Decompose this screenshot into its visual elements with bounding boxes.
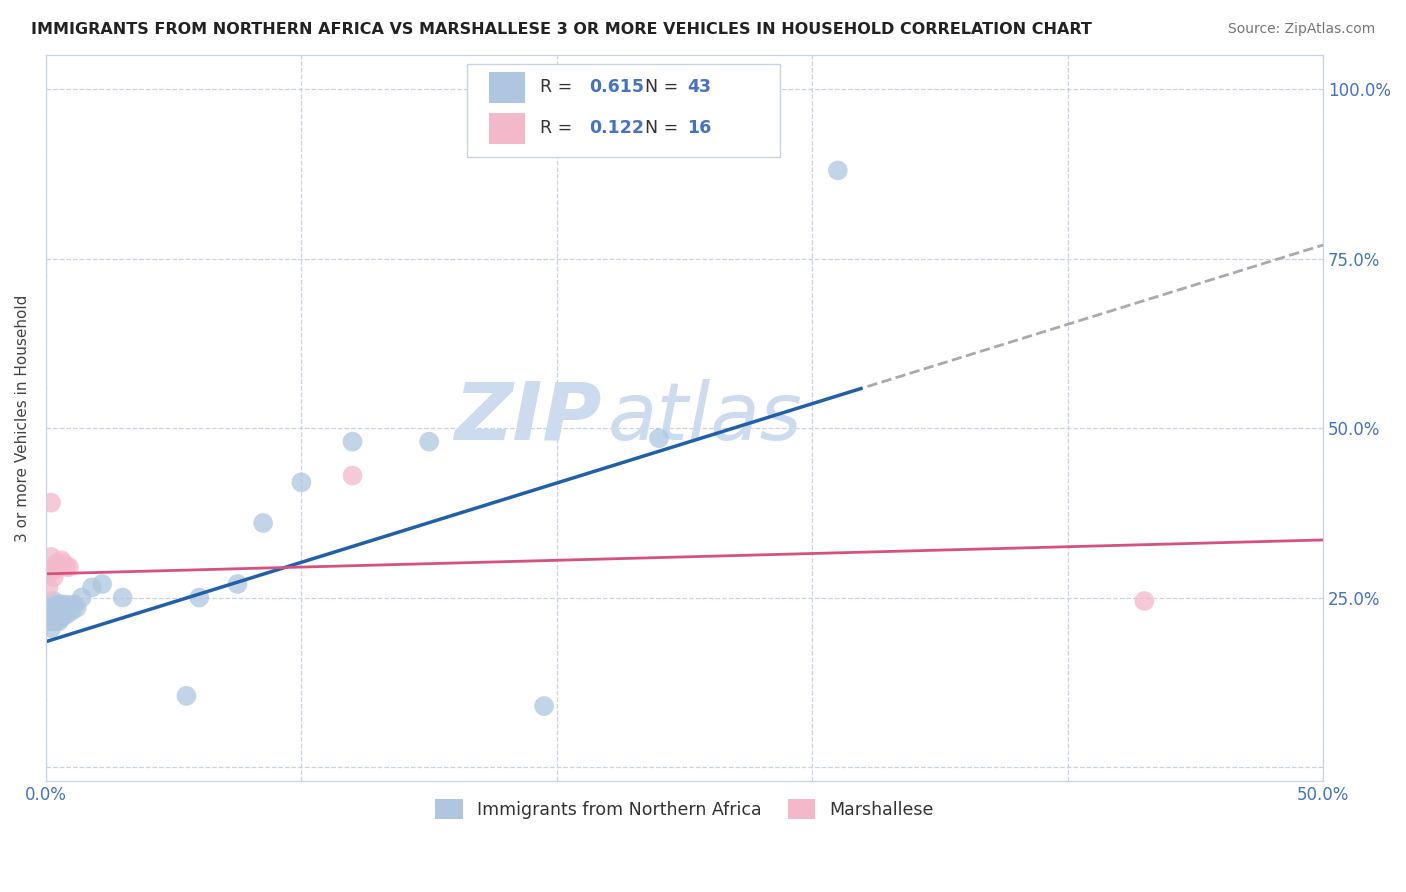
Point <box>58 560 80 574</box>
Point <box>45 557 67 571</box>
Point <box>39 496 62 510</box>
Point <box>290 475 312 490</box>
Point <box>342 468 364 483</box>
Point <box>252 516 274 530</box>
Point <box>42 564 65 578</box>
Point <box>38 566 60 581</box>
Text: 43: 43 <box>688 78 711 96</box>
Point <box>648 431 671 445</box>
Point <box>45 604 67 618</box>
Text: N =: N = <box>645 78 683 96</box>
Point <box>42 600 65 615</box>
Point <box>52 607 75 622</box>
Point <box>38 615 60 629</box>
Point <box>48 607 70 622</box>
Point <box>45 560 67 574</box>
Point <box>39 615 62 629</box>
Text: Source: ZipAtlas.com: Source: ZipAtlas.com <box>1227 22 1375 37</box>
Point <box>51 604 73 618</box>
Point <box>52 600 75 615</box>
Point <box>418 434 440 449</box>
Point <box>39 604 62 618</box>
Y-axis label: 3 or more Vehicles in Household: 3 or more Vehicles in Household <box>15 294 30 541</box>
FancyBboxPatch shape <box>467 64 780 157</box>
Point <box>38 607 60 622</box>
Point <box>48 615 70 629</box>
Point <box>533 699 555 714</box>
Point <box>51 598 73 612</box>
Point <box>42 570 65 584</box>
Text: N =: N = <box>645 120 683 137</box>
Point <box>1133 594 1156 608</box>
Text: atlas: atlas <box>607 379 803 457</box>
Text: R =: R = <box>540 120 578 137</box>
Point <box>51 553 73 567</box>
Point <box>45 615 67 629</box>
Point <box>176 689 198 703</box>
Point <box>55 560 77 574</box>
Point <box>38 600 60 615</box>
FancyBboxPatch shape <box>489 113 524 144</box>
Point <box>48 600 70 615</box>
Point <box>55 607 77 622</box>
Point <box>39 611 62 625</box>
Point <box>70 591 93 605</box>
Point <box>39 621 62 635</box>
Point <box>48 560 70 574</box>
Text: IMMIGRANTS FROM NORTHERN AFRICA VS MARSHALLESE 3 OR MORE VEHICLES IN HOUSEHOLD C: IMMIGRANTS FROM NORTHERN AFRICA VS MARSH… <box>31 22 1092 37</box>
Legend: Immigrants from Northern Africa, Marshallese: Immigrants from Northern Africa, Marshal… <box>429 792 941 826</box>
Point <box>60 604 83 618</box>
Point <box>51 611 73 625</box>
Text: R =: R = <box>540 78 578 96</box>
FancyBboxPatch shape <box>489 72 524 103</box>
Point <box>91 577 114 591</box>
Point <box>58 600 80 615</box>
Point <box>45 598 67 612</box>
Point <box>827 163 849 178</box>
Text: ZIP: ZIP <box>454 379 602 457</box>
Point <box>80 581 103 595</box>
Point <box>111 591 134 605</box>
Point <box>42 594 65 608</box>
Point <box>42 615 65 629</box>
Point <box>65 600 87 615</box>
Point <box>342 434 364 449</box>
Text: 0.615: 0.615 <box>589 78 644 96</box>
Point <box>45 611 67 625</box>
Point <box>39 549 62 564</box>
Point <box>55 598 77 612</box>
Point <box>63 598 86 612</box>
Point <box>226 577 249 591</box>
Text: 0.122: 0.122 <box>589 120 644 137</box>
Point <box>52 557 75 571</box>
Point <box>42 607 65 622</box>
Point <box>188 591 211 605</box>
Point <box>38 581 60 595</box>
Text: 16: 16 <box>688 120 711 137</box>
Point <box>48 557 70 571</box>
